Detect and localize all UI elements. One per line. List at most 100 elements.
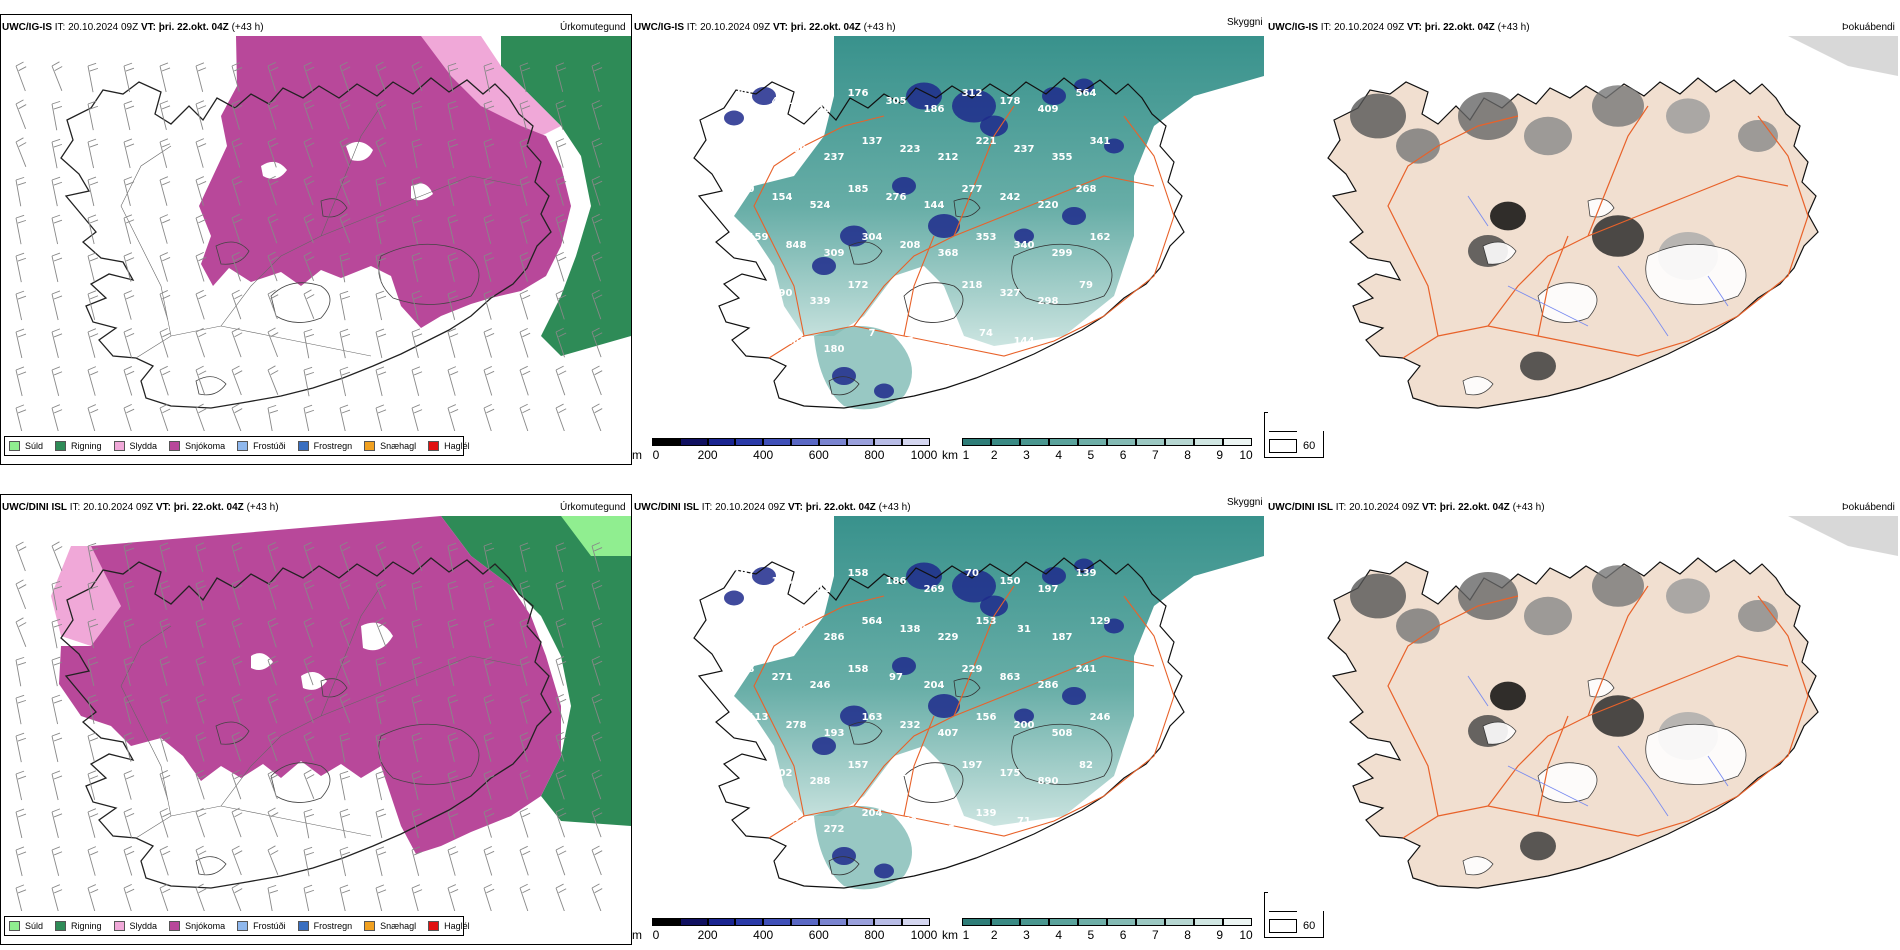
wind-barb-flag [15, 770, 27, 780]
wind-barb [483, 369, 493, 396]
cloud-base-value: 242 [1000, 192, 1021, 203]
wind-barb-flag [267, 884, 279, 894]
cloud-base-value: 154 [772, 192, 793, 203]
wind-barb-flag [195, 289, 207, 300]
cloud-base-value: 508 [1052, 728, 1073, 739]
wind-barb [87, 369, 96, 396]
wind-barb-flag [519, 100, 531, 110]
cloud-base-patch [892, 657, 916, 675]
vt-value: þri. 22.okt. 04Z [805, 502, 876, 513]
wind-barb [411, 255, 419, 283]
cloud-base-value: 241 [886, 768, 907, 779]
colorbar-segment [1078, 438, 1107, 446]
cloud-base-value: 540 [786, 624, 807, 635]
wind-barb-flag [87, 100, 99, 110]
wind-barb [267, 545, 277, 572]
wind-barb [339, 407, 347, 431]
wind-barb-flag [15, 366, 27, 376]
wind-barb-flag [447, 138, 459, 148]
wind-barb-flag [267, 731, 279, 742]
wind-barb-flag [447, 252, 459, 262]
wind-barb-flag [339, 328, 351, 338]
fog-field [1738, 120, 1778, 152]
wind-barb-flag [411, 618, 423, 628]
wind-barb [303, 887, 310, 911]
wind-barb-flag [483, 618, 495, 628]
it-value: 20.10.2024 09Z [1334, 22, 1405, 33]
wind-barb-flag [591, 138, 603, 148]
cloud-base-value: 286 [1038, 680, 1059, 691]
cloud-base-value: 218 [962, 280, 983, 291]
offshore-fog [1788, 36, 1898, 76]
wind-barb-flag [195, 251, 207, 262]
wind-barb [231, 331, 242, 358]
colorbar-tick-label: 10 [1239, 928, 1253, 942]
colorbar-tick-label: 8 [1184, 928, 1191, 942]
wind-barb-flag [339, 732, 351, 742]
legend-swatch [364, 441, 376, 451]
precip-header: UWC/IG-IS IT: 20.10.2024 09Z VT: þri. 22… [2, 22, 264, 34]
cloud-base-value: 409 [1038, 104, 1059, 115]
wind-barb [87, 887, 96, 911]
wind-barb-flag [375, 366, 387, 376]
wind-barb-flag [267, 617, 279, 628]
glacier-outline [270, 762, 331, 803]
wind-barb [483, 331, 492, 358]
river-network [1467, 195, 1729, 337]
cloud-base-value: 368 [938, 248, 959, 259]
wind-barb [51, 887, 60, 911]
wind-barb [159, 293, 169, 320]
wind-barb-flag [51, 732, 63, 742]
wind-barb-flag [123, 403, 135, 414]
wind-barb-flag [159, 403, 171, 414]
fog-field [1592, 565, 1644, 607]
cloud-base-value: 237 [824, 152, 845, 163]
wind-barb-flag [411, 404, 423, 414]
colorbar-unit: m [632, 448, 642, 462]
legend-swatch [428, 921, 440, 931]
wind-barb-flag [123, 770, 135, 780]
cloud-base-value: 82 [1079, 760, 1093, 771]
wind-barb-flag [591, 845, 603, 856]
clear-patch [411, 183, 433, 201]
wind-barb-flag [483, 366, 495, 376]
wind-barb-flag [411, 252, 423, 262]
wind-barb-flag [375, 617, 387, 628]
wind-barb [519, 545, 527, 573]
lead-time: (+43 h) [1497, 22, 1530, 33]
wind-barb [411, 773, 419, 801]
wind-barb-flag [123, 656, 135, 666]
cloud-base-value: 204 [862, 808, 883, 819]
wind-barb [231, 621, 241, 648]
wind-barb-flag [231, 403, 243, 414]
wind-barb-flag [555, 251, 567, 262]
legend-swatch [428, 441, 440, 451]
wind-barb [51, 331, 59, 359]
offshore-fog [1788, 516, 1898, 556]
wind-barb [483, 621, 491, 649]
wind-barb [447, 583, 454, 611]
wind-barb-flag [519, 214, 531, 224]
row-1: UWC/IG-IS IT: 20.10.2024 09Z VT: þri. 22… [0, 0, 1900, 470]
cloud-base-value: 848 [786, 240, 807, 251]
wind-barb-flag [519, 883, 531, 894]
it-value: 20.10.2024 09Z [715, 502, 786, 513]
wind-barb-flag [195, 807, 207, 818]
wind-barb-flag [15, 404, 27, 414]
road-network [753, 585, 1175, 839]
wind-barb-flag [267, 655, 279, 666]
wind-barb [519, 849, 529, 876]
glacier-outline [320, 198, 348, 218]
wind-barb-flag [519, 580, 531, 590]
cloud-base-value: 137 [862, 136, 883, 147]
wind-barb-flag [339, 366, 351, 376]
colorbar-segment [902, 438, 930, 446]
wind-barb-flag [267, 175, 279, 186]
wind-barb-flag [411, 580, 423, 590]
wind-barb [51, 293, 59, 321]
wind-barb-flag [447, 62, 459, 72]
wind-barb-flag [375, 61, 387, 72]
wind-barb-flag [483, 808, 495, 818]
lead-time: (+43 h) [863, 22, 896, 33]
wind-barb [411, 65, 423, 91]
